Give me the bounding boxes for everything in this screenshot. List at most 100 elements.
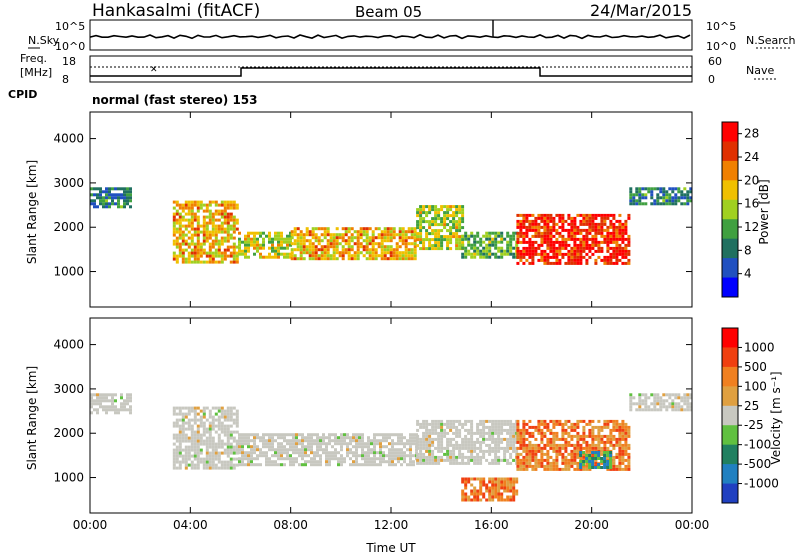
heatmap-cell — [461, 217, 465, 221]
heatmap-cell — [371, 239, 375, 243]
heatmap-cell — [241, 454, 244, 458]
heatmap-cell — [247, 439, 250, 443]
heatmap-cell — [686, 396, 690, 400]
heatmap-cell — [271, 255, 274, 259]
heatmap-cell — [467, 431, 471, 435]
heatmap-cell — [662, 399, 666, 403]
heatmap-cell — [564, 240, 568, 244]
heatmap-cell — [322, 436, 325, 440]
heatmap-cell — [361, 448, 364, 452]
heatmap-cell — [220, 421, 224, 425]
heatmap-cell — [552, 440, 556, 444]
heatmap-cell — [543, 422, 547, 426]
heatmap-cell — [627, 249, 631, 253]
heatmap-cell — [253, 433, 256, 437]
heatmap-cell — [525, 458, 529, 462]
heatmap-cell — [543, 464, 547, 468]
heatmap-cell — [178, 418, 182, 422]
heatmap-cell — [355, 439, 358, 443]
heatmap-cell — [540, 243, 544, 247]
heatmap-cell — [310, 460, 313, 464]
heatmap-cell — [464, 440, 468, 444]
heatmap-cell — [519, 222, 523, 226]
heatmap-cell — [500, 440, 504, 444]
heatmap-cell — [181, 203, 185, 207]
heatmap-cell — [361, 454, 364, 458]
heatmap-cell — [686, 196, 690, 200]
heatmap-cell — [570, 219, 574, 223]
heatmap-cell — [485, 483, 489, 487]
heatmap-cell — [555, 228, 559, 232]
heatmap-cell — [531, 458, 535, 462]
heatmap-cell — [485, 443, 489, 447]
heatmap-cell — [205, 436, 209, 440]
heatmap-cell — [537, 449, 541, 453]
heatmap-cell — [394, 451, 397, 455]
heatmap-cell — [370, 439, 373, 443]
heatmap-cell — [476, 455, 480, 459]
heatmap-cell — [401, 251, 405, 255]
heatmap-cell — [603, 443, 607, 447]
heatmap-cell — [277, 234, 280, 238]
heatmap-cell — [567, 234, 571, 238]
heatmap-cell — [349, 442, 352, 446]
heatmap-cell — [582, 431, 586, 435]
heatmap-cell — [401, 233, 405, 237]
heatmap-cell — [638, 196, 642, 200]
heatmap-cell — [437, 434, 441, 438]
heatmap-cell — [410, 257, 414, 261]
heatmap-cell — [576, 446, 580, 450]
heatmap-cell — [380, 239, 384, 243]
heatmap-cell — [683, 187, 687, 191]
heatmap-cell — [196, 206, 200, 210]
heatmap-cell — [540, 252, 544, 256]
heatmap-cell — [310, 463, 313, 467]
heatmap-cell — [247, 255, 250, 259]
heatmap-cell — [395, 242, 399, 246]
heatmap-cell — [665, 393, 669, 397]
heatmap-cell — [220, 445, 224, 449]
heatmap-cell — [428, 449, 432, 453]
heatmap-cell — [506, 419, 510, 423]
heatmap-cell — [582, 255, 586, 259]
heatmap-cell — [341, 236, 345, 240]
heatmap-cell — [582, 213, 586, 217]
heatmap-cell — [290, 236, 294, 240]
heatmap-cell — [650, 393, 654, 397]
heatmap-cell — [392, 251, 396, 255]
heatmap-cell — [368, 254, 372, 258]
heatmap-cell — [600, 219, 604, 223]
heatmap-cell — [567, 431, 571, 435]
heatmap-cell — [226, 227, 230, 231]
heatmap-cell — [316, 436, 319, 440]
heatmap-cell — [108, 187, 111, 191]
heatmap-cell — [653, 399, 657, 403]
heatmap-cell — [409, 451, 412, 455]
heatmap-cell — [624, 440, 628, 444]
heatmap-cell — [512, 486, 516, 490]
heatmap-cell — [549, 464, 553, 468]
heatmap-cell — [117, 187, 120, 191]
heatmap-cell — [205, 439, 209, 443]
heatmap-cell — [401, 257, 405, 261]
heatmap-cell — [349, 448, 352, 452]
heatmap-cell — [540, 455, 544, 459]
heatmap-cell — [391, 445, 394, 449]
heatmap-cell — [561, 431, 565, 435]
heatmap-cell — [585, 243, 589, 247]
heatmap-cell — [362, 239, 366, 243]
heatmap-cell — [289, 255, 292, 259]
heatmap-cell — [494, 431, 498, 435]
heatmap-cell — [226, 224, 230, 228]
heatmap-cell — [656, 399, 660, 403]
heatmap-cell — [223, 409, 227, 413]
heatmap-cell — [392, 254, 396, 258]
heatmap-cell — [573, 219, 577, 223]
freq-panel-frame — [89, 55, 693, 83]
heatmap-cell — [217, 260, 221, 264]
heatmap-cell — [208, 454, 212, 458]
heatmap-cell — [579, 222, 583, 226]
heatmap-cell — [229, 448, 233, 452]
heatmap-cell — [361, 451, 364, 455]
heatmap-cell — [196, 224, 200, 228]
